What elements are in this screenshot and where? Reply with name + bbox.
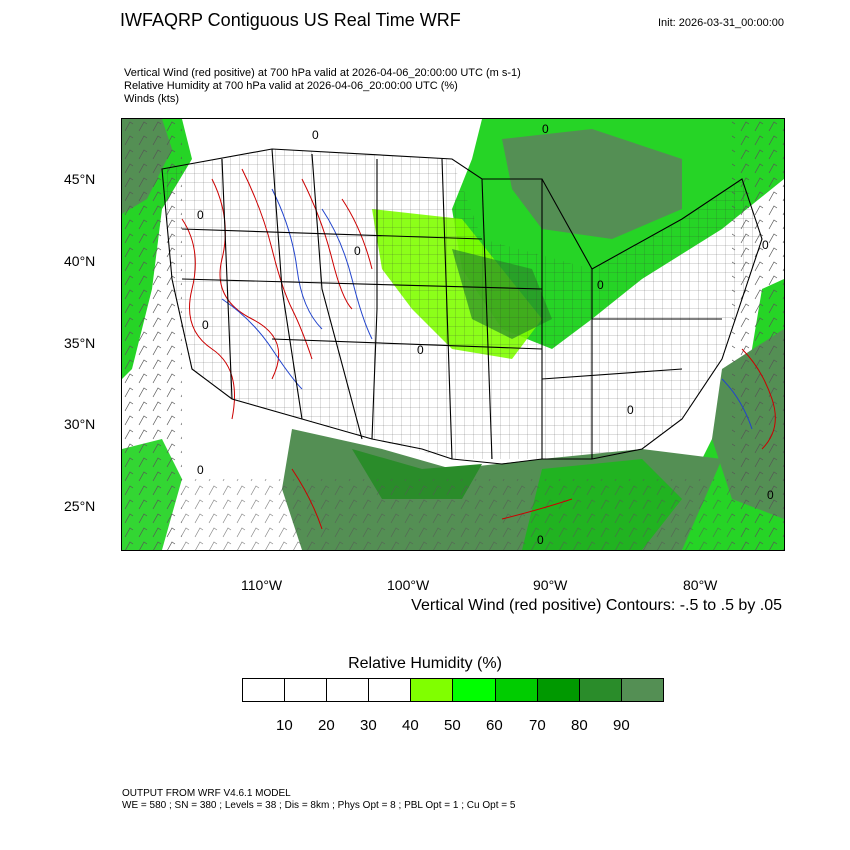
description-winds: Winds (kts) (124, 93, 179, 105)
legend-tick: 30 (360, 717, 377, 734)
page-title: IWFAQRP Contiguous US Real Time WRF (120, 10, 461, 30)
lat-label-25: 25°N (64, 498, 96, 514)
contour-label: 0 (762, 238, 769, 252)
contour-label: 0 (197, 463, 204, 477)
humidity-colorbar (242, 678, 664, 702)
lat-label-35: 35°N (64, 335, 96, 351)
colorbar-segment (327, 679, 370, 701)
legend-tick: 40 (402, 717, 419, 734)
colorbar-segment (495, 679, 538, 701)
contour-label: 0 (537, 533, 544, 547)
contour-label: 0 (627, 403, 634, 417)
contour-label: 0 (767, 488, 774, 502)
lat-label-45: 45°N (64, 171, 96, 187)
colorbar-segment (369, 679, 412, 701)
map-panel: 0 0 0 0 0 0 0 0 0 0 0 0 (121, 118, 785, 551)
footer-config: WE = 580 ; SN = 380 ; Levels = 38 ; Dis … (122, 800, 516, 811)
legend-tick: 80 (571, 717, 588, 734)
legend-tick: 90 (613, 717, 630, 734)
description-vertical-wind: Vertical Wind (red positive) at 700 hPa … (124, 67, 521, 79)
colorbar-segment (243, 679, 286, 701)
legend-tick: 10 (276, 717, 293, 734)
contour-label: 0 (354, 244, 361, 258)
legend-tick: 70 (529, 717, 546, 734)
contour-note: Vertical Wind (red positive) Contours: -… (411, 597, 782, 614)
lat-label-40: 40°N (64, 253, 96, 269)
colorbar-segment (537, 679, 580, 701)
contour-label: 0 (202, 318, 209, 332)
legend-title: Relative Humidity (%) (348, 655, 502, 672)
colorbar-segment (285, 679, 328, 701)
colorbar-segment (621, 679, 663, 701)
colorbar-segment (453, 679, 496, 701)
county-lines (162, 149, 762, 459)
wind-barbs-south (182, 479, 732, 550)
description-relative-humidity: Relative Humidity at 700 hPa valid at 20… (124, 80, 458, 92)
wind-barbs-east (732, 119, 784, 550)
init-time: Init: 2026-03-31_00:00:00 (658, 17, 784, 29)
contour-label: 0 (597, 278, 604, 292)
contour-label: 0 (542, 122, 549, 136)
footer-model: OUTPUT FROM WRF V4.6.1 MODEL (122, 788, 291, 799)
contour-label: 0 (312, 128, 319, 142)
zero-contour-labels: 0 0 0 0 0 0 0 0 0 0 0 0 (197, 122, 774, 547)
lat-label-30: 30°N (64, 416, 96, 432)
contour-label: 0 (417, 343, 424, 357)
state-boundaries (161, 148, 763, 465)
lon-label-90: 90°W (533, 577, 568, 593)
legend-tick: 20 (318, 717, 335, 734)
lon-label-100: 100°W (387, 577, 430, 593)
colorbar-segment (411, 679, 454, 701)
legend-tick: 50 (444, 717, 461, 734)
colorbar-segment (579, 679, 622, 701)
legend-tick: 60 (486, 717, 503, 734)
lon-label-110: 110°W (241, 577, 283, 593)
map-canvas: 0 0 0 0 0 0 0 0 0 0 0 0 (122, 119, 784, 550)
contour-label: 0 (197, 208, 204, 222)
lon-label-80: 80°W (683, 577, 718, 593)
wind-barbs-west (122, 119, 182, 550)
